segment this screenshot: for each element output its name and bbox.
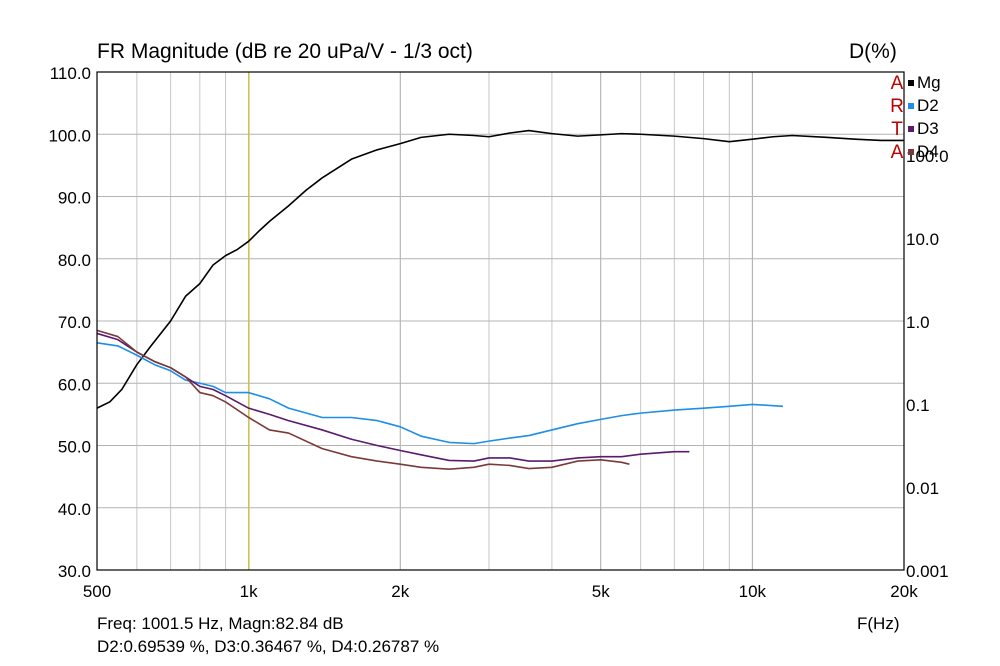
y-tick-label: 50.0 [58,438,91,457]
series-group [96,129,904,470]
legend: A Mg R D2 T D3 A D4 [890,73,990,173]
x-tick-label: 10k [739,582,767,601]
y-tick-label: 70.0 [58,313,91,332]
legend-swatch [908,103,914,109]
x-tick-label: 20k [890,582,918,601]
cursor-readout-line2: D2:0.69539 %, D3:0.36467 %, D4:0.26787 % [97,637,440,656]
y-tick-label: 100.0 [48,126,91,145]
chart-title: FR Magnitude (dB re 20 uPa/V - 1/3 oct) [97,40,473,63]
y2-tick-label: 0.001 [906,562,949,581]
legend-label: D2 [917,96,939,115]
tick-labels: 500 1k 2k 5k 10k 20k 30.0 40.0 50.0 60.0 70.0 80.0 9… [48,64,948,601]
y-tick-label: 110.0 [50,64,91,83]
cursor-readout-line1: Freq: 1001.5 Hz, Magn:82.84 dB [97,614,344,633]
y2-tick-label: 0.1 [906,396,930,415]
x-axis-unit-label: F(Hz) [857,614,900,633]
y2-tick-label: 10.0 [906,230,939,249]
y-tick-label: 30.0 [58,562,91,581]
series-line-mg [96,129,904,409]
legend-arta-letter: A [890,142,904,163]
y-tick-label: 90.0 [58,189,91,208]
legend-label: D3 [917,119,939,138]
legend-arta-letter: R [890,96,904,117]
x-tick-label: 500 [83,582,111,601]
y-tick-label: 80.0 [58,251,91,270]
plot-frame [96,71,905,571]
plot-border [96,71,905,571]
series-line-d4 [96,329,630,470]
legend-arta-letter: T [891,119,903,140]
legend-label: Mg [917,73,941,92]
y-tick-label: 40.0 [58,500,91,519]
y2-tick-label: 1.0 [906,313,930,332]
x-tick-label: 5k [592,582,610,601]
legend-swatch [908,149,914,155]
legend-swatch [908,126,914,132]
y2-tick-label: 0.01 [906,479,939,498]
legend-arta-letter: A [890,73,904,94]
grid [97,72,904,570]
y2-tick-label: 100.0 [906,147,949,166]
x-tick-label: 2k [391,582,409,601]
legend-swatch [908,80,914,86]
y-tick-label: 60.0 [58,375,91,394]
legend-label: D4 [917,142,939,161]
right-axis-title: D(%) [849,40,897,63]
x-tick-label: 1k [240,582,258,601]
